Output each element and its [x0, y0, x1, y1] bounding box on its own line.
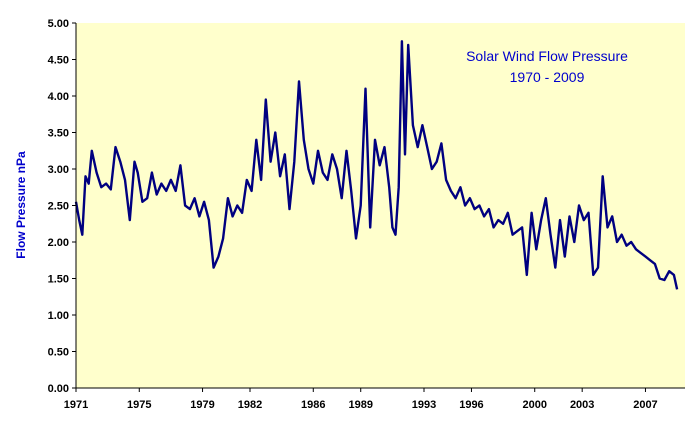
series-line [74, 40, 679, 290]
x-tick-label: 1993 [412, 399, 436, 411]
y-tick-label: 0.50 [48, 347, 69, 359]
x-tick-label: 1989 [348, 399, 372, 411]
chart-subtitle: 1970 - 2009 [510, 69, 585, 85]
y-axis-label: Flow Pressure nPa [14, 151, 28, 259]
y-tick-label: 4.50 [48, 55, 69, 67]
chart-title: Solar Wind Flow Pressure [466, 48, 628, 64]
plot-area [76, 23, 685, 388]
y-tick-label: 3.00 [48, 164, 69, 176]
y-tick-label: 2.00 [48, 237, 69, 249]
x-tick-label: 1975 [127, 399, 151, 411]
y-tick-label: 1.50 [48, 274, 69, 286]
x-tick-label: 1986 [301, 399, 325, 411]
x-axis-ticks: 1971 1975 1979 1982 1986 1989 1993 1996 2000 2003… [64, 388, 658, 411]
x-tick-label: 1996 [459, 399, 483, 411]
y-tick-label: 0.00 [48, 383, 69, 395]
x-tick-label: 2000 [522, 399, 546, 411]
y-tick-label: 1.00 [48, 310, 69, 322]
x-tick-label: 1971 [64, 399, 88, 411]
y-tick-label: 5.00 [48, 18, 69, 30]
x-tick-label: 2007 [633, 399, 657, 411]
y-tick-label: 3.50 [48, 128, 69, 140]
x-tick-label: 2003 [570, 399, 594, 411]
x-tick-label: 1979 [190, 399, 214, 411]
y-tick-label: 2.50 [48, 201, 69, 213]
x-tick-label: 1982 [238, 399, 262, 411]
y-axis-ticks: 0.00 0.50 1.00 1.50 2.00 2.50 3.00 3.50 4.00 4.50… [48, 18, 76, 395]
y-tick-label: 4.00 [48, 91, 69, 103]
